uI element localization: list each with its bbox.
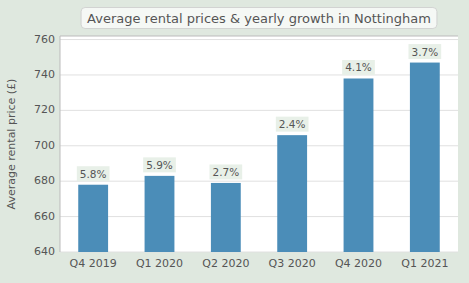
annotation-group: 2.4% [276, 117, 309, 132]
y-tick-label: 680 [34, 174, 55, 187]
x-tick-label: Q1 2021 [401, 257, 448, 270]
annotation-group: 2.7% [209, 164, 242, 179]
grid-line [60, 145, 458, 146]
y-tick-label: 740 [34, 68, 55, 81]
plot-area [60, 36, 458, 252]
annotation: 4.1% [345, 61, 372, 73]
grid-line [60, 110, 458, 111]
annotation: 2.7% [212, 166, 239, 178]
bar [277, 135, 307, 252]
title: Average rental prices & yearly growth in… [87, 11, 431, 26]
annotation: 2.4% [279, 118, 306, 130]
title-box [81, 8, 437, 29]
annotation-box [209, 164, 242, 179]
y-tick-label: 640 [34, 245, 55, 258]
y-tick-label: 660 [34, 210, 55, 223]
grid-line [60, 216, 458, 217]
plot-top-line [60, 36, 458, 37]
annotation-box [276, 117, 309, 132]
annotation-box [77, 166, 110, 181]
bar [145, 176, 175, 252]
annotation: 5.8% [80, 168, 107, 180]
y-tick-label: 700 [34, 139, 55, 152]
annotation-box [408, 44, 441, 59]
annotation: 5.9% [146, 159, 173, 171]
x-tick-label: Q1 2020 [136, 257, 183, 270]
grid-line [60, 74, 458, 75]
x-tick-label: Q4 2019 [70, 257, 117, 270]
background [0, 0, 469, 283]
annotation-group: 3.7% [408, 44, 441, 59]
annotation-box [342, 60, 375, 75]
y-axis-label: Average rental price (£) [5, 79, 18, 210]
annotation-group: 4.1% [342, 60, 375, 75]
x-tick-label: Q4 2020 [335, 257, 382, 270]
y-axis-line [60, 36, 61, 252]
chart: 640 660 680 700 720 740 760 Q4 2019 Q1 2020 Q2 20… [0, 0, 469, 283]
title-group: Average rental prices & yearly growth in… [81, 8, 437, 29]
annotation: 3.7% [411, 46, 438, 58]
bar [410, 63, 440, 252]
bar [344, 78, 374, 252]
annotation-group: 5.9% [143, 157, 176, 172]
grid-line [60, 39, 458, 40]
bar [78, 185, 108, 252]
grid-line [60, 181, 458, 182]
x-tick-label: Q3 2020 [269, 257, 316, 270]
bars [78, 63, 440, 252]
annotation-box [143, 157, 176, 172]
annotation-group: 5.8% [77, 166, 110, 181]
y-tick-label: 760 [34, 33, 55, 46]
x-tick-label: Q2 2020 [202, 257, 249, 270]
y-tick-label: 720 [34, 103, 55, 116]
bar [211, 183, 241, 252]
grid-line [60, 252, 458, 253]
